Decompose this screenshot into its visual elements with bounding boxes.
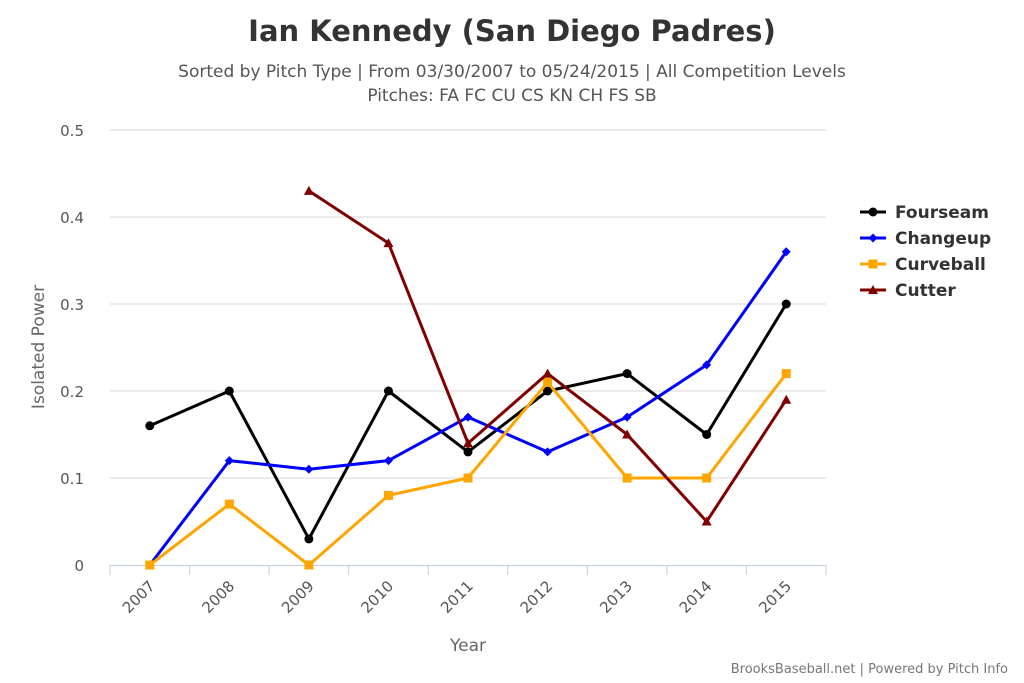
x-axis: 2007 2008 2009 2010 2011 2012 2013 2014 2015 — [109, 565, 827, 617]
x-tick-label: 2012 — [517, 577, 557, 617]
data-point-curveball[interactable] — [145, 560, 155, 570]
data-point-cutter[interactable] — [781, 394, 792, 404]
data-point-fourseam[interactable] — [224, 386, 234, 396]
series-fourseam — [145, 299, 791, 544]
y-tick-label: 0.3 — [60, 296, 84, 314]
data-point-fourseam[interactable] — [543, 386, 553, 396]
data-point-curveball[interactable] — [622, 473, 632, 483]
data-point-changeup[interactable] — [543, 447, 553, 457]
data-point-curveball[interactable] — [543, 377, 553, 387]
legend-marker[interactable] — [868, 259, 878, 269]
y-tick-label: 0.4 — [60, 209, 84, 227]
data-point-fourseam[interactable] — [383, 386, 393, 396]
credits: BrooksBaseball.net | Powered by Pitch In… — [731, 662, 1008, 677]
data-point-changeup[interactable] — [224, 456, 234, 466]
data-point-cutter[interactable] — [622, 429, 633, 439]
data-point-cutter[interactable] — [463, 438, 473, 448]
x-tick-label: 2013 — [596, 577, 636, 617]
chart-subtitle-line-2: Pitches: FA FC CU CS KN CH FS SB — [367, 86, 656, 106]
data-point-cutter[interactable] — [383, 238, 394, 248]
legend-item-curveball[interactable]: Curveball — [860, 255, 986, 275]
data-point-fourseam[interactable] — [145, 421, 155, 431]
legend-item-fourseam[interactable]: Fourseam — [860, 203, 989, 223]
data-point-fourseam[interactable] — [463, 447, 473, 457]
legend-marker[interactable] — [868, 207, 878, 217]
y-axis-tick-labels: 0 0.1 0.2 0.3 0.4 0.5 — [60, 122, 84, 575]
legend-item-changeup[interactable]: Changeup — [860, 229, 991, 249]
series-curveball — [145, 369, 791, 570]
chart-title: Ian Kennedy (San Diego Padres) — [248, 14, 776, 48]
legend[interactable]: Fourseam Changeup Curveball Cutter — [860, 203, 991, 301]
x-tick-label: 2010 — [358, 577, 398, 617]
y-tick-label: 0.2 — [60, 383, 84, 401]
legend-label: Curveball — [895, 255, 986, 275]
legend-label: Fourseam — [895, 203, 989, 223]
data-point-cutter[interactable] — [701, 516, 712, 526]
x-tick-label: 2007 — [119, 577, 159, 617]
data-point-curveball[interactable] — [702, 473, 712, 483]
data-point-curveball[interactable] — [781, 369, 791, 379]
data-point-cutter[interactable] — [542, 368, 553, 378]
y-tick-label: 0.1 — [60, 470, 84, 488]
series-line-curveball — [148, 372, 788, 567]
data-point-changeup[interactable] — [622, 412, 632, 422]
data-point-fourseam[interactable] — [304, 534, 314, 544]
legend-item-cutter[interactable]: Cutter — [860, 281, 956, 301]
x-tick-label: 2014 — [676, 577, 716, 617]
series-layer — [145, 185, 792, 570]
series-line-cutter — [308, 189, 788, 523]
data-point-changeup[interactable] — [781, 247, 791, 257]
legend-label: Changeup — [895, 229, 991, 249]
x-axis-title: Year — [449, 636, 486, 656]
data-point-curveball[interactable] — [224, 499, 234, 509]
legend-marker[interactable] — [868, 285, 878, 294]
series-changeup — [145, 247, 791, 570]
data-point-curveball[interactable] — [463, 473, 473, 483]
data-point-fourseam[interactable] — [702, 430, 712, 439]
x-tick-label: 2015 — [755, 577, 795, 617]
data-point-changeup[interactable] — [463, 412, 473, 422]
legend-marker[interactable] — [868, 233, 878, 243]
series-cutter — [303, 185, 792, 526]
chart-subtitle-line-1: Sorted by Pitch Type | From 03/30/2007 t… — [178, 62, 846, 82]
data-point-changeup[interactable] — [383, 456, 393, 466]
data-point-fourseam[interactable] — [781, 299, 791, 309]
data-point-curveball[interactable] — [304, 560, 314, 570]
x-tick-label: 2011 — [437, 577, 477, 617]
legend-label: Cutter — [895, 281, 956, 301]
data-point-fourseam[interactable] — [622, 369, 632, 379]
data-point-cutter[interactable] — [303, 185, 314, 195]
x-tick-label: 2009 — [278, 577, 318, 617]
x-tick-label: 2008 — [198, 577, 238, 617]
data-point-changeup[interactable] — [702, 360, 712, 370]
y-tick-label: 0 — [74, 557, 84, 575]
data-point-changeup[interactable] — [304, 464, 314, 474]
data-point-curveball[interactable] — [383, 490, 393, 500]
gridlines — [110, 129, 826, 479]
y-axis-title: Isolated Power — [29, 285, 49, 409]
y-tick-label: 0.5 — [60, 122, 84, 140]
